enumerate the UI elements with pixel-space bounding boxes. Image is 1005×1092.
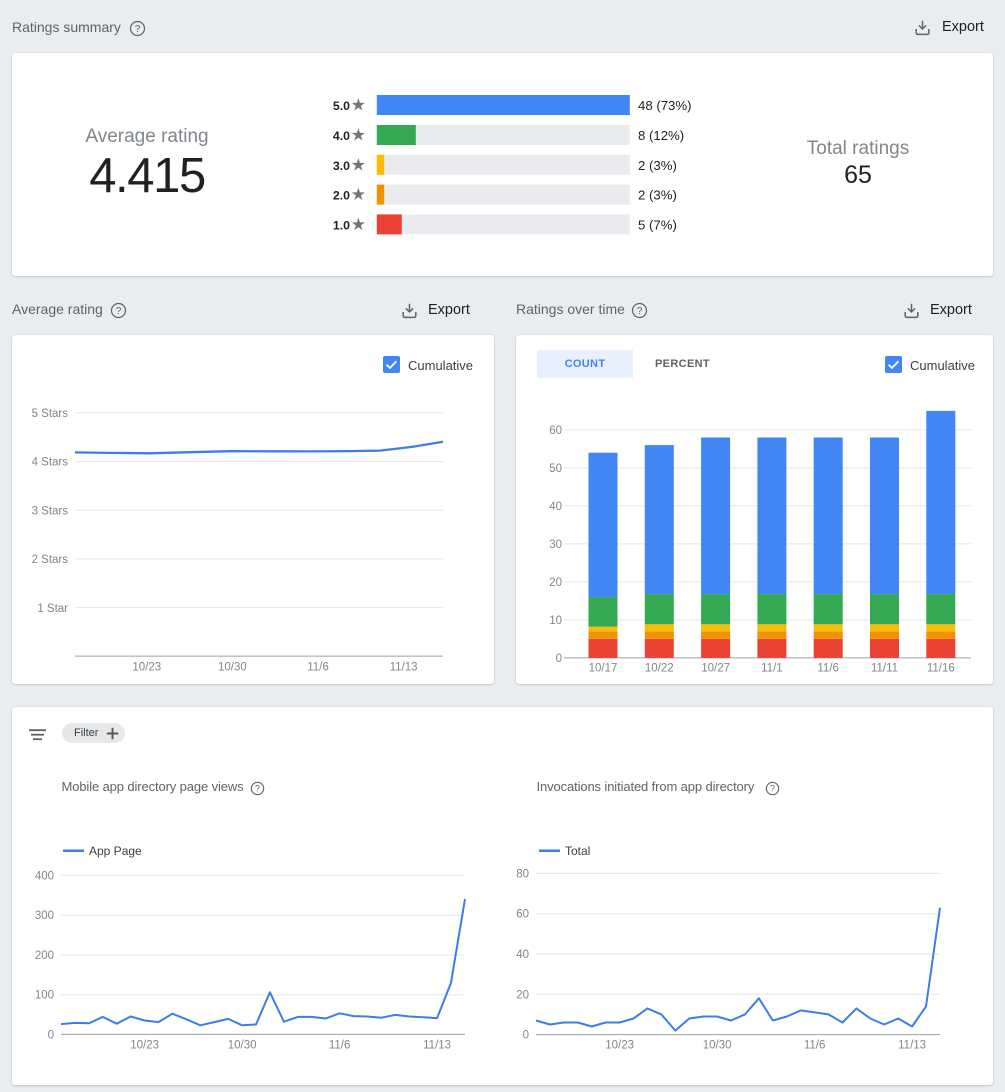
svg-text:0: 0 [523, 1030, 529, 1042]
svg-text:10/23: 10/23 [130, 1040, 159, 1052]
svg-text:★: ★ [351, 185, 366, 204]
svg-text:50: 50 [549, 463, 562, 475]
svg-text:11/11: 11/11 [871, 663, 898, 675]
svg-text:10/30: 10/30 [218, 662, 247, 674]
svg-text:5 Stars: 5 Stars [32, 408, 69, 420]
svg-text:3.0: 3.0 [333, 159, 350, 173]
svg-text:?: ? [637, 306, 643, 317]
svg-text:1.0: 1.0 [333, 219, 350, 233]
svg-text:10/27: 10/27 [701, 663, 730, 675]
svg-text:★: ★ [351, 215, 366, 234]
svg-text:300: 300 [35, 910, 54, 922]
svg-text:11/6: 11/6 [307, 662, 329, 674]
svg-text:10/23: 10/23 [132, 662, 161, 674]
svg-text:4.0: 4.0 [333, 129, 350, 143]
svg-text:0: 0 [48, 1029, 54, 1041]
svg-text:48 (73%): 48 (73%) [638, 98, 692, 113]
svg-text:11/6: 11/6 [804, 1040, 826, 1052]
svg-text:100: 100 [35, 990, 54, 1002]
svg-text:200: 200 [35, 950, 54, 962]
svg-text:60: 60 [516, 909, 529, 921]
svg-text:5.0: 5.0 [333, 99, 350, 113]
svg-text:8 (12%): 8 (12%) [638, 128, 684, 143]
svg-text:★: ★ [351, 96, 366, 115]
svg-text:60: 60 [549, 425, 562, 437]
svg-text:11/13: 11/13 [423, 1040, 451, 1052]
svg-text:30: 30 [549, 539, 562, 551]
svg-text:10/17: 10/17 [589, 663, 618, 675]
svg-text:?: ? [255, 784, 260, 794]
svg-text:11/13: 11/13 [898, 1040, 926, 1052]
svg-text:20: 20 [549, 577, 562, 589]
svg-text:?: ? [116, 306, 122, 317]
svg-text:11/1: 11/1 [761, 663, 783, 675]
svg-text:3 Stars: 3 Stars [32, 505, 69, 517]
svg-text:2.0: 2.0 [333, 189, 350, 203]
svg-text:2 (3%): 2 (3%) [638, 158, 677, 173]
svg-text:4 Stars: 4 Stars [32, 457, 69, 469]
svg-text:10/23: 10/23 [605, 1040, 634, 1052]
svg-text:20: 20 [516, 989, 529, 1001]
svg-text:0: 0 [556, 653, 562, 665]
svg-text:10: 10 [549, 615, 562, 627]
svg-text:11/6: 11/6 [817, 663, 839, 675]
svg-text:11/6: 11/6 [329, 1040, 351, 1052]
svg-text:10/30: 10/30 [228, 1040, 257, 1052]
svg-text:?: ? [770, 784, 775, 794]
svg-text:1 Star: 1 Star [37, 603, 68, 615]
svg-text:?: ? [135, 24, 141, 35]
svg-text:11/13: 11/13 [390, 662, 418, 674]
svg-text:400: 400 [35, 870, 54, 882]
svg-text:11/16: 11/16 [927, 663, 955, 675]
svg-text:2 Stars: 2 Stars [32, 554, 69, 566]
svg-text:★: ★ [351, 126, 366, 145]
svg-text:10/22: 10/22 [645, 663, 674, 675]
svg-text:10/30: 10/30 [703, 1040, 732, 1052]
svg-text:5 (7%): 5 (7%) [638, 218, 677, 233]
svg-text:40: 40 [549, 501, 562, 513]
svg-text:80: 80 [516, 868, 529, 880]
svg-text:40: 40 [516, 949, 529, 961]
svg-text:2 (3%): 2 (3%) [638, 188, 677, 203]
svg-text:★: ★ [351, 155, 366, 174]
